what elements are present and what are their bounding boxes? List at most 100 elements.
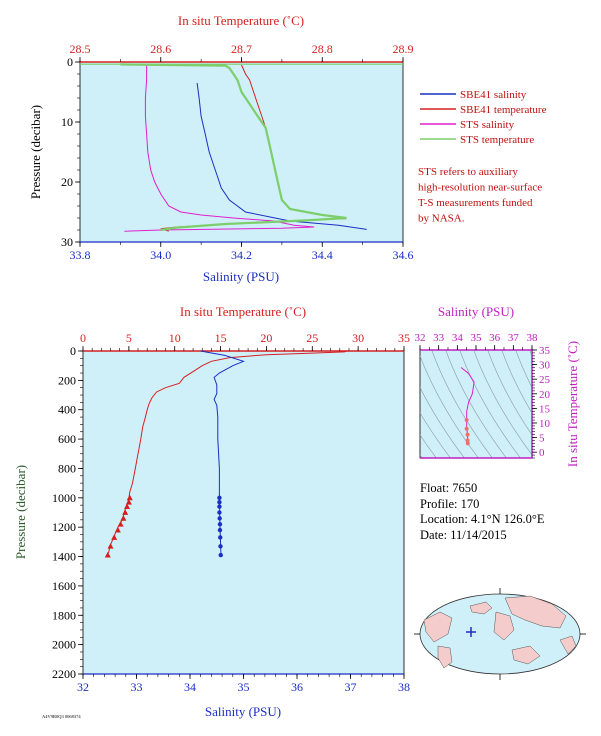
ts-salinity-tick-label: 32 [415, 332, 426, 344]
density-contour [431, 350, 493, 458]
upper-temperature-tick-label: 28.8 [312, 42, 333, 56]
lower-salinity-tick-label: 38 [398, 680, 410, 694]
ts-salinity-tick-label: 38 [527, 332, 539, 344]
temperature-marker [125, 499, 132, 505]
upper-salinity-tick-label: 34.4 [312, 248, 333, 262]
ts-temperature-tick-label: 15 [539, 403, 551, 415]
upper-pressure-tick-label: 20 [61, 175, 73, 189]
temperature-marker [126, 494, 133, 501]
upper-y-axis-title: Pressure (decibar) [28, 105, 43, 199]
temperature-marker [104, 551, 111, 558]
upper-pressure-tick-label: 0 [67, 55, 73, 69]
ts-profile-point [464, 418, 469, 423]
salinity-marker [217, 527, 223, 533]
legend: SBE41 salinity SBE41 temperature STS salin… [420, 89, 547, 146]
map-landmass [511, 645, 541, 665]
lower-salinity-tick-label: 34 [184, 680, 196, 694]
ts-temperature-tick-label: 25 [539, 374, 551, 386]
lower-salinity-tick-label: 33 [131, 680, 143, 694]
temperature-marker [117, 521, 124, 527]
ts-temperature-tick-label: 5 [539, 433, 545, 445]
lower-y-axis-title: Pressure (decibar) [13, 465, 28, 559]
density-contour [515, 350, 532, 389]
density-contour [445, 350, 507, 458]
footer-code: A4V9R0Q3 0068374 [42, 714, 81, 719]
map-landmass [493, 611, 515, 641]
ts-salinity-tick-label: 34 [452, 332, 464, 344]
note-line: by NASA. [418, 213, 465, 225]
note-line: high-resolution near-surface [418, 182, 542, 194]
temperature-marker [120, 515, 127, 521]
lower-salinity-tick-label: 32 [77, 680, 89, 694]
map-landmass [423, 611, 453, 643]
lower-pressure-tick-label: 2200 [52, 667, 76, 681]
upper-series-sts-temperature [120, 63, 347, 232]
date: Date: 11/14/2015 [420, 527, 507, 542]
lower-top-axis-title: In situ Temperature (˚C) [180, 304, 306, 319]
lower-pressure-tick-label: 400 [58, 403, 76, 417]
upper-top-axis-title: In situ Temperature (˚C) [178, 13, 304, 28]
density-contour [487, 350, 532, 436]
upper-temperature-tick-label: 28.7 [231, 42, 252, 56]
world-map [414, 588, 586, 680]
ts-profile-point [464, 426, 469, 431]
upper-salinity-tick-label: 34.6 [393, 248, 414, 262]
ts-top-axis-title: Salinity (PSU) [438, 304, 514, 319]
lower-pressure-tick-label: 1000 [52, 491, 76, 505]
lower-temperature-tick-label: 10 [169, 331, 181, 345]
map-landmass [437, 645, 453, 669]
temperature-marker [111, 534, 118, 540]
density-contour [501, 350, 532, 414]
ts-salinity-tick-label: 36 [489, 332, 501, 344]
lower-pressure-tick-label: 1600 [52, 579, 76, 593]
lower-pressure-tick-label: 200 [58, 373, 76, 387]
lower-salinity-tick-label: 35 [238, 680, 250, 694]
salinity-marker [218, 544, 223, 549]
density-contour [420, 386, 465, 458]
ts-plot-area [419, 349, 533, 459]
density-contour [420, 412, 451, 458]
salinity-marker [218, 552, 223, 558]
lower-temperature-tick-label: 0 [80, 331, 86, 345]
ts-temperature-tick-label: 35 [539, 345, 551, 357]
density-contour [459, 350, 521, 458]
ts-salinity-tick-label: 35 [471, 332, 483, 344]
density-contour [420, 355, 479, 458]
ts-right-axis-title: In situ Temperature (˚C) [565, 341, 580, 467]
upper-series-sts-salinity [124, 65, 315, 232]
legend-label: SBE41 temperature [460, 104, 547, 116]
ts-salinity-tick-label: 37 [508, 332, 520, 344]
lower-temperature-tick-label: 25 [306, 331, 318, 345]
density-contour [420, 434, 437, 458]
ts-profile-point [465, 441, 470, 446]
lower-temperature-tick-label: 15 [215, 331, 227, 345]
location: Location: 4.1°N 126.0°E [420, 512, 545, 526]
lower-temperature-tick-label: 30 [352, 331, 364, 345]
lower-pressure-tick-label: 1400 [52, 550, 76, 564]
upper-temperature-tick-label: 28.6 [150, 42, 171, 56]
lower-pressure-tick-label: 2000 [52, 638, 76, 652]
upper-salinity-tick-label: 34.2 [231, 248, 252, 262]
lower-temperature-tick-label: 5 [126, 331, 132, 345]
lower-series-salinity [200, 350, 245, 557]
float-id: Float: 7650 [420, 481, 478, 495]
salinity-marker [217, 504, 222, 509]
lower-pressure-tick-label: 1200 [52, 520, 76, 534]
note-line: STS refers to auxiliary [418, 166, 518, 178]
ts-temperature-tick-label: 30 [539, 360, 551, 372]
legend-label: SBE41 salinity [460, 89, 527, 101]
upper-temperature-tick-label: 28.9 [393, 42, 414, 56]
salinity-marker [217, 500, 222, 505]
ts-temperature-tick-label: 20 [539, 389, 551, 401]
temperature-marker [107, 543, 114, 549]
upper-pressure-tick-label: 10 [61, 115, 73, 129]
temperature-marker [122, 509, 129, 515]
ts-salinity-tick-label: 33 [433, 332, 445, 344]
profile-number: Profile: 170 [420, 496, 480, 511]
legend-label: STS temperature [460, 134, 534, 146]
lower-pressure-tick-label: 800 [58, 461, 76, 475]
ts-temperature-tick-label: 0 [539, 447, 545, 459]
ts-density-contours [420, 350, 532, 458]
map-landmass [469, 601, 493, 615]
